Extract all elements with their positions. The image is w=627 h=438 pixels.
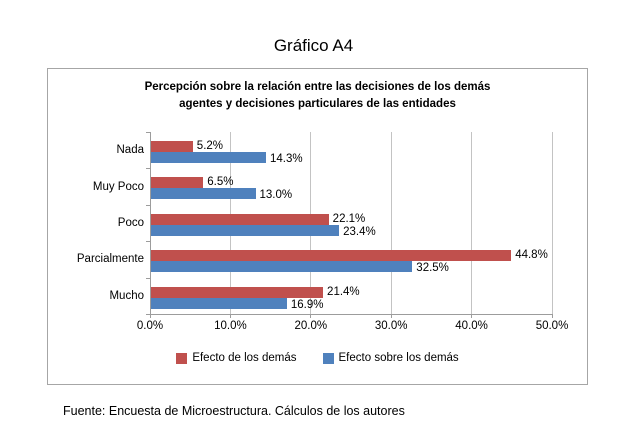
x-axis-tick bbox=[149, 314, 151, 318]
category-axis-labels: Nada Muy Poco Poco Parcialmente Mucho bbox=[48, 132, 144, 314]
bar-value-label: 13.0% bbox=[259, 189, 293, 202]
y-axis-tick bbox=[146, 278, 150, 279]
x-tick-label: 30.0% bbox=[374, 320, 408, 332]
chart-frame: Percepción sobre la relación entre las d… bbox=[47, 68, 588, 385]
bar-value-label: 14.3% bbox=[269, 153, 303, 165]
bar-series-1 bbox=[151, 297, 287, 309]
bar-series-0 bbox=[151, 177, 204, 189]
x-axis-tick bbox=[471, 314, 473, 318]
bar-series-0 bbox=[151, 141, 193, 152]
x-tick-label: 50.0% bbox=[535, 320, 569, 332]
x-tick-label: 10.0% bbox=[214, 320, 247, 332]
x-tick-label: 20.0% bbox=[294, 320, 328, 332]
category-label: Poco bbox=[117, 216, 144, 229]
bar-series-0 bbox=[151, 213, 329, 225]
x-axis-tick bbox=[310, 314, 312, 318]
x-axis-tick bbox=[229, 314, 231, 318]
page-title: Gráfico A4 bbox=[273, 36, 354, 55]
gridline bbox=[471, 132, 473, 314]
category-label: Mucho bbox=[109, 289, 144, 302]
legend-label: Efecto sobre los demás bbox=[338, 352, 459, 364]
source-note: Fuente: Encuesta de Microestructura. Cál… bbox=[63, 404, 405, 418]
legend-swatch bbox=[176, 352, 188, 364]
y-axis-tick bbox=[146, 132, 150, 133]
category-label: Nada bbox=[116, 144, 145, 157]
legend-swatch bbox=[322, 352, 334, 364]
chart-subtitle: Percepción sobre la relación entre las d… bbox=[48, 79, 587, 112]
category-label: Muy Poco bbox=[92, 180, 144, 193]
bar-series-1 bbox=[151, 152, 266, 163]
plot-area: 5.2% 14.3% 6.5% 13.0% 22.1% 23.4% 44.8% 32.5% 21… bbox=[146, 132, 553, 318]
gridline bbox=[551, 132, 553, 314]
y-axis-tick bbox=[146, 314, 150, 315]
legend-item: Efecto de los demás bbox=[176, 352, 297, 364]
bar-value-label: 32.5% bbox=[416, 262, 449, 275]
bar-value-label: 6.5% bbox=[207, 176, 234, 189]
chart-legend: Efecto de los demás Efecto sobre los demá… bbox=[48, 352, 587, 364]
bar-series-1 bbox=[151, 188, 256, 200]
y-axis-tick bbox=[146, 168, 150, 169]
bar-series-0 bbox=[151, 250, 512, 262]
bar-value-label: 21.4% bbox=[327, 285, 360, 298]
bar-value-label: 23.4% bbox=[343, 225, 376, 238]
y-axis-tick bbox=[146, 205, 150, 206]
category-label: Parcialmente bbox=[76, 253, 144, 266]
chart-subtitle-line1: Percepción sobre la relación entre las d… bbox=[144, 81, 491, 93]
bar-series-1 bbox=[151, 224, 340, 236]
legend-item: Efecto sobre los demás bbox=[322, 352, 459, 364]
legend-label: Efecto de los demás bbox=[192, 352, 297, 364]
bar-value-label: 44.8% bbox=[515, 249, 548, 262]
chart-subtitle-line2: agentes y decisiones particulares de las… bbox=[179, 97, 456, 110]
bar-series-1 bbox=[151, 261, 413, 273]
x-tick-label: 40.0% bbox=[455, 320, 488, 332]
x-tick-label: 0.0% bbox=[136, 320, 164, 332]
bar-series-0 bbox=[151, 286, 324, 298]
y-axis-tick bbox=[146, 241, 150, 242]
y-axis-line bbox=[150, 132, 151, 314]
x-axis-tick bbox=[390, 314, 392, 318]
bar-value-label: 5.2% bbox=[196, 140, 224, 152]
bar-value-label: 16.9% bbox=[290, 298, 324, 311]
gridline bbox=[390, 132, 392, 314]
bar-value-label: 22.1% bbox=[332, 212, 366, 225]
x-axis-line bbox=[150, 314, 552, 315]
x-axis-tick-labels: 0.0% 10.0% 20.0% 30.0% 40.0% 50.0% bbox=[137, 320, 568, 335]
x-axis-tick bbox=[551, 314, 553, 318]
